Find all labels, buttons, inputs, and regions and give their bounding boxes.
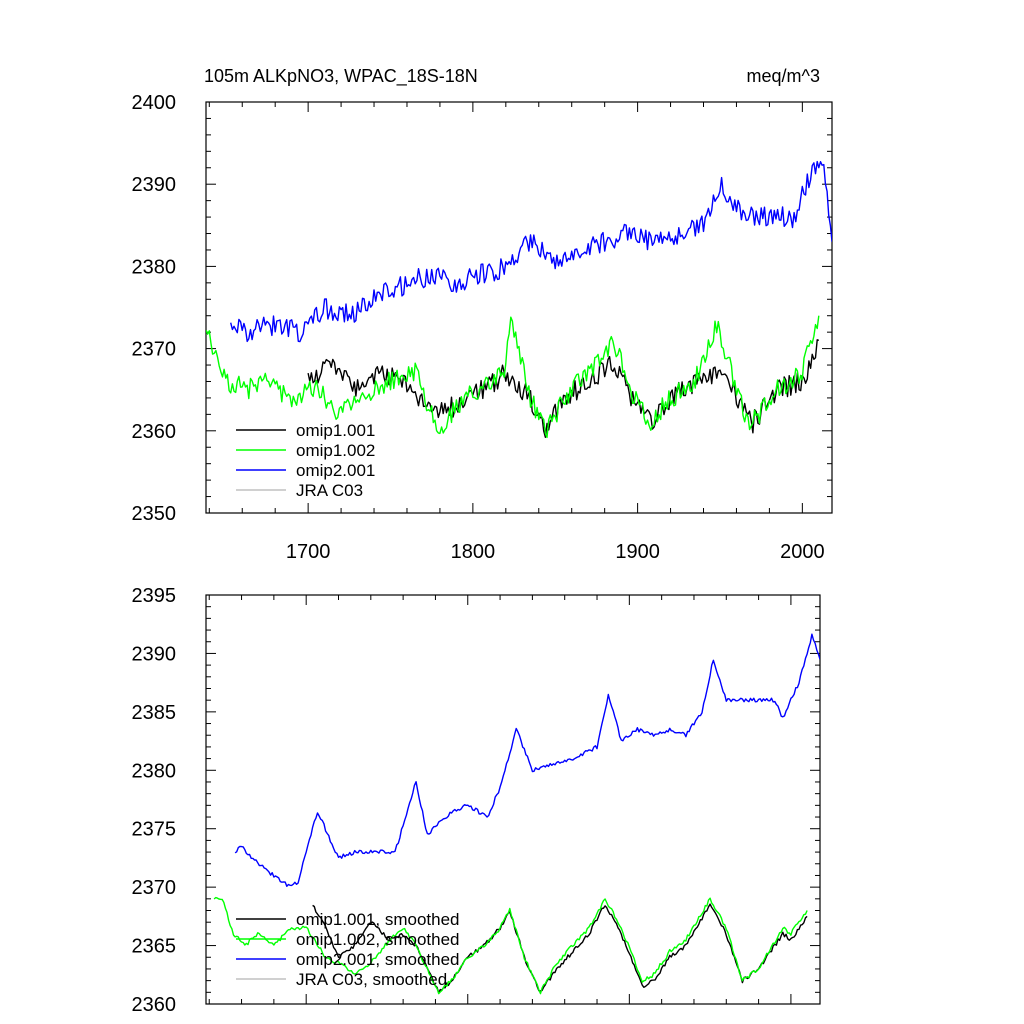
- plot-frame: [205, 101, 833, 514]
- legend-label: JRA C03, smoothed: [296, 970, 447, 989]
- x-tick-label: 1900: [615, 541, 660, 563]
- legend-label: omip1.002: [296, 441, 375, 460]
- units-label: meq/m^3: [747, 66, 820, 86]
- top-panel: 105m ALKpNO3, WPAC_18S-18N meq/m^3 2350 236…: [132, 66, 833, 563]
- plot-frame: [205, 594, 821, 1005]
- x-tick-label: 1700: [286, 541, 331, 563]
- y-tick-label-top: 2400: [132, 92, 177, 114]
- y-tick-label-bottom: 2365: [132, 936, 177, 958]
- y-tick-label-bottom: 2395: [132, 585, 177, 607]
- y-tick-label-bottom: 2375: [132, 819, 177, 841]
- legend-label: omip1.001, smoothed: [296, 910, 460, 929]
- y-tick-label-top: 2350: [132, 503, 177, 525]
- series-line-omip2-001: [230, 160, 832, 343]
- y-tick-label-bottom: 2385: [132, 702, 177, 724]
- y-tick-label-top: 2380: [132, 256, 177, 278]
- x-tick-label: 1800: [451, 541, 496, 563]
- series-line-omip1-002-smoothed: [213, 896, 808, 995]
- x-tick-label: 2000: [780, 541, 825, 563]
- y-tick-label-bottom: 2390: [132, 643, 177, 665]
- bottom-panel: 2360 2365 2370 2375 2380 2385 2390 2395 omip1.00…: [132, 585, 821, 1016]
- chart-title: 105m ALKpNO3, WPAC_18S-18N: [204, 66, 478, 87]
- legend-label: omip1.001: [296, 421, 375, 440]
- legend-label: omip1.002, smoothed: [296, 930, 460, 949]
- series-line-omip1-001-smoothed: [312, 903, 808, 994]
- legend-label: omip2.001: [296, 461, 375, 480]
- y-tick-label-top: 2360: [132, 421, 177, 443]
- y-tick-label-top: 2370: [132, 339, 177, 361]
- series-line-omip2-001-smoothed: [234, 633, 820, 887]
- legend-label: JRA C03: [296, 481, 363, 500]
- y-tick-label-bottom: 2360: [132, 994, 177, 1016]
- y-tick-label-bottom: 2370: [132, 877, 177, 899]
- y-tick-label-bottom: 2380: [132, 760, 177, 782]
- y-tick-label-top: 2390: [132, 174, 177, 196]
- series-line-omip1-002: [206, 315, 820, 439]
- legend-label: omip2.001, smoothed: [296, 950, 460, 969]
